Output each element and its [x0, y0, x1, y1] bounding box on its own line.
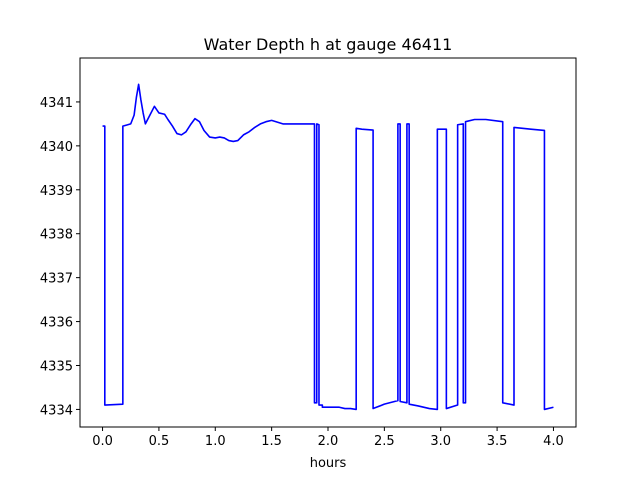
x-tick-label: 3.0 [430, 434, 451, 449]
y-tick-label: 4335 [40, 360, 73, 375]
y-axis-ticks: 4334 4335 4336 4337 4338 4339 4340 4341 [40, 96, 80, 418]
x-tick-label: 3.5 [487, 434, 508, 449]
x-tick-label: 0.0 [92, 434, 113, 449]
x-axis-ticks: 0.0 0.5 1.0 1.5 2.0 2.5 3.0 3.5 4.0 [92, 427, 564, 449]
plot-frame [79, 57, 577, 428]
y-tick-label: 4334 [40, 403, 73, 418]
x-axis-label: hours [310, 456, 347, 471]
x-tick-label: 2.5 [374, 434, 395, 449]
y-tick-label: 4341 [40, 96, 73, 111]
x-tick-label: 1.5 [261, 434, 282, 449]
y-tick-label: 4340 [40, 140, 73, 155]
y-tick-label: 4337 [40, 272, 73, 287]
x-tick-label: 1.0 [205, 434, 226, 449]
y-tick-label: 4336 [40, 316, 73, 331]
series-line-0 [102, 83, 554, 411]
chart-title: Water Depth h at gauge 46411 [204, 35, 453, 54]
y-tick-label: 4338 [40, 228, 73, 243]
y-tick-label: 4339 [40, 184, 73, 199]
x-tick-label: 2.0 [318, 434, 339, 449]
x-tick-label: 4.0 [543, 434, 564, 449]
x-tick-label: 0.5 [149, 434, 170, 449]
plot-content [102, 83, 554, 411]
